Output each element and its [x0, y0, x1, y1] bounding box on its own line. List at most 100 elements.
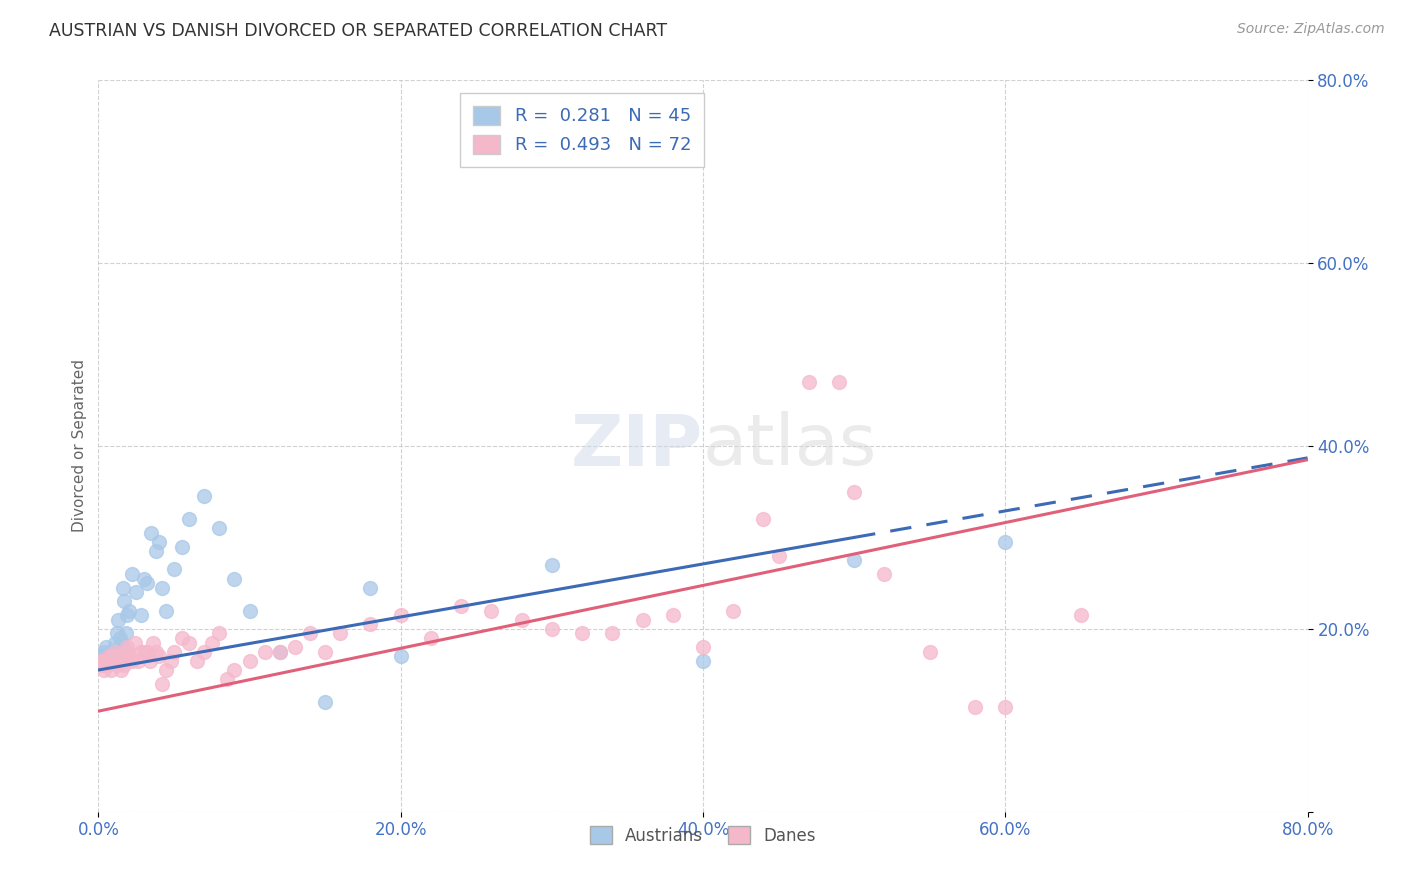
Point	[186, 654, 208, 668]
Text: atlas: atlas	[703, 411, 877, 481]
Point	[107, 613, 129, 627]
Point	[155, 663, 177, 677]
Point	[193, 645, 215, 659]
Point	[115, 640, 138, 655]
Point	[224, 572, 246, 586]
Point	[768, 549, 790, 563]
Point	[100, 663, 122, 677]
Point	[114, 626, 136, 640]
Point	[135, 576, 157, 591]
Point	[314, 645, 336, 659]
Point	[481, 603, 503, 617]
Point	[132, 572, 155, 586]
Point	[94, 654, 117, 668]
Point	[299, 626, 322, 640]
Point	[148, 535, 170, 549]
Point	[797, 375, 820, 389]
Point	[389, 649, 412, 664]
Point	[125, 585, 148, 599]
Point	[314, 695, 336, 709]
Point	[142, 635, 165, 649]
Text: Source: ZipAtlas.com: Source: ZipAtlas.com	[1237, 22, 1385, 37]
Point	[104, 635, 127, 649]
Point	[360, 581, 382, 595]
Point	[170, 631, 193, 645]
Point	[96, 658, 118, 673]
Point	[111, 581, 134, 595]
Point	[215, 672, 238, 686]
Point	[163, 562, 186, 576]
Point	[90, 649, 112, 664]
Point	[105, 658, 128, 673]
Point	[420, 631, 443, 645]
Point	[105, 626, 128, 640]
Point	[155, 603, 177, 617]
Point	[141, 525, 163, 540]
Point	[107, 654, 129, 668]
Point	[193, 489, 215, 503]
Point	[269, 645, 291, 659]
Point	[112, 594, 135, 608]
Point	[108, 631, 131, 645]
Point	[965, 699, 987, 714]
Point	[692, 640, 714, 655]
Point	[329, 626, 352, 640]
Point	[121, 567, 143, 582]
Point	[723, 603, 745, 617]
Y-axis label: Divorced or Separated: Divorced or Separated	[72, 359, 87, 533]
Point	[112, 658, 135, 673]
Point	[844, 553, 866, 567]
Point	[93, 663, 115, 677]
Point	[121, 654, 143, 668]
Point	[224, 663, 246, 677]
Point	[1070, 608, 1092, 623]
Point	[631, 613, 654, 627]
Point	[752, 512, 775, 526]
Point	[873, 567, 896, 582]
Point	[103, 654, 125, 668]
Point	[93, 645, 115, 659]
Point	[108, 649, 131, 664]
Point	[179, 512, 201, 526]
Point	[692, 654, 714, 668]
Point	[540, 558, 562, 572]
Point	[127, 654, 149, 668]
Point	[163, 645, 186, 659]
Point	[89, 654, 111, 668]
Point	[269, 645, 291, 659]
Point	[389, 608, 412, 623]
Point	[139, 654, 162, 668]
Point	[135, 645, 157, 659]
Point	[150, 676, 173, 690]
Point	[571, 626, 593, 640]
Point	[360, 617, 382, 632]
Point	[110, 635, 132, 649]
Point	[150, 581, 173, 595]
Point	[450, 599, 472, 613]
Point	[510, 613, 533, 627]
Point	[239, 603, 262, 617]
Point	[148, 649, 170, 664]
Point	[94, 640, 117, 655]
Point	[98, 649, 121, 664]
Point	[111, 649, 134, 664]
Point	[98, 649, 121, 664]
Point	[89, 654, 111, 668]
Point	[91, 658, 114, 673]
Point	[124, 635, 146, 649]
Point	[118, 603, 141, 617]
Point	[129, 645, 152, 659]
Point	[602, 626, 624, 640]
Point	[208, 521, 231, 535]
Point	[253, 645, 276, 659]
Point	[91, 654, 114, 668]
Point	[90, 658, 112, 673]
Point	[160, 654, 183, 668]
Point	[110, 663, 132, 677]
Legend: Austrians, Danes: Austrians, Danes	[581, 816, 825, 855]
Point	[994, 535, 1017, 549]
Point	[101, 649, 124, 664]
Point	[145, 645, 167, 659]
Point	[201, 635, 224, 649]
Point	[828, 375, 851, 389]
